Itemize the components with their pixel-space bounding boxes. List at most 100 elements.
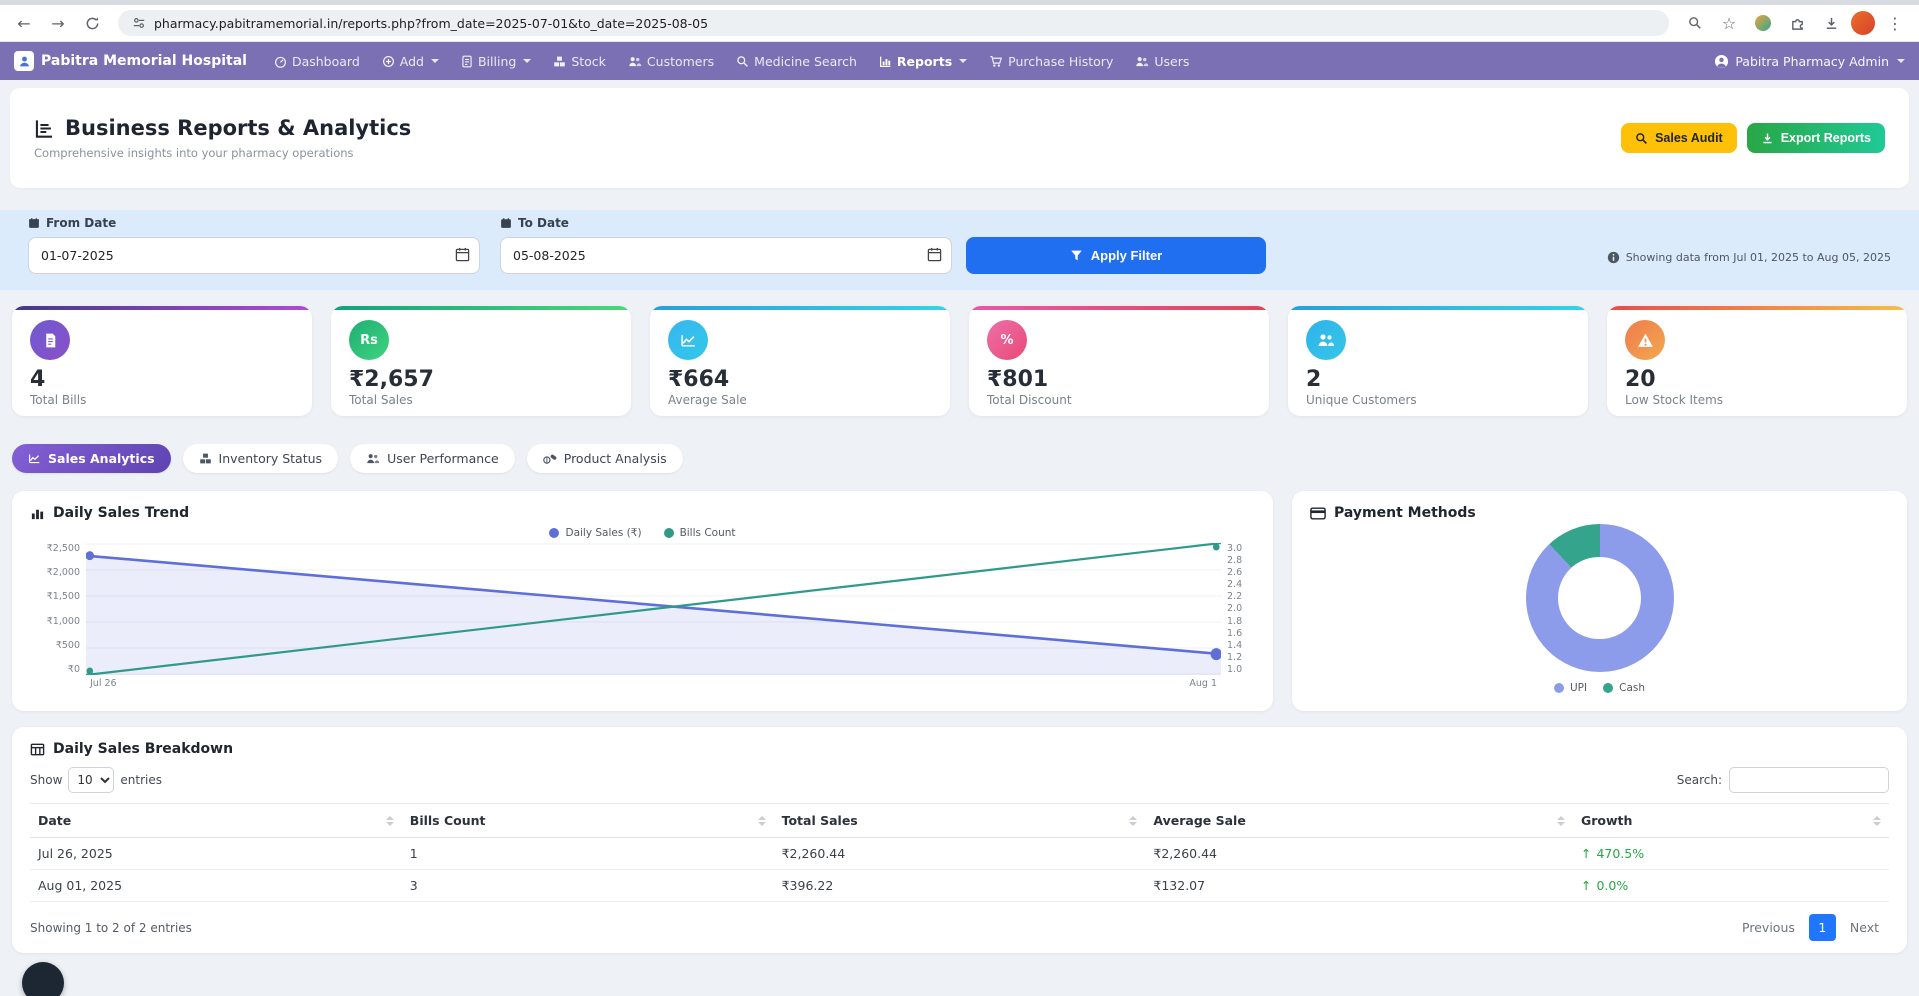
warning-icon	[1625, 320, 1665, 360]
back-button[interactable]: ←	[17, 13, 31, 33]
date-filter-bar: From Date To Date Apply Filter Showing d…	[0, 210, 1919, 290]
stat-total-discount: % ₹801 Total Discount	[969, 306, 1269, 416]
sales-audit-button[interactable]: Sales Audit	[1621, 123, 1737, 153]
brand[interactable]: Pabitra Memorial Hospital	[14, 51, 247, 71]
download-icon	[1763, 133, 1772, 143]
tab-sales-analytics[interactable]: Sales Analytics	[12, 444, 171, 473]
payment-donut-zone: UPI Cash	[1310, 521, 1889, 697]
to-date-field: To Date	[500, 216, 952, 274]
nav-label: Users	[1154, 53, 1190, 69]
col-growth[interactable]: Growth	[1572, 803, 1889, 838]
reload-button[interactable]	[78, 9, 106, 37]
legend-cash[interactable]: Cash	[1603, 682, 1645, 694]
col-average-sale[interactable]: Average Sale	[1145, 803, 1573, 838]
app-navbar: Pabitra Memorial Hospital Dashboard Add …	[0, 42, 1919, 80]
export-reports-button[interactable]: Export Reports	[1746, 123, 1885, 153]
cell-total: ₹2,260.44	[773, 837, 1146, 870]
date-range-info: Showing data from Jul 01, 2025 to Aug 05…	[1607, 251, 1891, 274]
billing-icon	[462, 55, 472, 67]
stat-total-sales: Rs ₹2,657 Total Sales	[331, 306, 631, 416]
sort-icon	[757, 815, 766, 826]
nav-reports[interactable]: Reports	[870, 48, 976, 75]
legend-daily-sales[interactable]: Daily Sales (₹)	[549, 527, 642, 539]
bookmark-star-icon[interactable]: ☆	[1721, 13, 1737, 33]
page-subtitle: Comprehensive insights into your pharmac…	[34, 146, 354, 160]
address-bar[interactable]: pharmacy.pabitramemorial.in/reports.php?…	[118, 10, 1669, 36]
add-icon	[382, 55, 394, 67]
dashboard-icon	[274, 56, 286, 68]
daily-sales-trend-card: Daily Sales Trend Daily Sales (₹) Bills …	[12, 491, 1273, 711]
credit-card-icon	[1310, 506, 1326, 520]
nav-label: Billing	[477, 53, 517, 69]
hospital-logo-icon	[14, 51, 34, 71]
table-title: Daily Sales Breakdown	[53, 741, 234, 757]
forward-button[interactable]: →	[51, 13, 65, 33]
browser-profile-avatar[interactable]	[1851, 11, 1875, 35]
extension-pinned-icon[interactable]	[1749, 9, 1777, 37]
search-area: Search:	[1677, 767, 1889, 793]
tab-product-analysis[interactable]: Product Analysis	[526, 444, 683, 473]
nav-customers[interactable]: Customers	[619, 48, 723, 75]
legend-label: Daily Sales (₹)	[565, 527, 642, 539]
downloads-icon[interactable]	[1817, 9, 1845, 37]
stat-value: 2	[1306, 367, 1322, 392]
export-reports-label: Export Reports	[1780, 131, 1871, 145]
x-axis-labels: Jul 26 Aug 1	[86, 678, 1221, 689]
table-row: Aug 01, 2025 3 ₹396.22 ₹132.07 ↑ 0.0%	[30, 869, 1889, 902]
sales-audit-label: Sales Audit	[1655, 131, 1723, 145]
reports-icon	[879, 56, 891, 67]
zoom-icon[interactable]	[1681, 9, 1709, 37]
nav-users[interactable]: Users	[1126, 48, 1198, 75]
date-picker-icon[interactable]	[927, 247, 942, 262]
table-controls: Show 10 entries Search:	[30, 767, 1889, 793]
page-1-button[interactable]: 1	[1808, 914, 1836, 941]
growth-up-icon: ↑	[1580, 846, 1592, 861]
nav-stock[interactable]: Stock	[544, 48, 615, 75]
tab-label: Inventory Status	[218, 451, 323, 466]
browser-menu-kebab-icon[interactable]: ⋮	[1887, 13, 1903, 33]
legend-upi[interactable]: UPI	[1553, 682, 1587, 694]
stat-value: ₹2,657	[349, 367, 434, 392]
tab-user-performance[interactable]: User Performance	[350, 444, 515, 473]
nav-purchase-history[interactable]: Purchase History	[980, 48, 1122, 75]
search-icon	[737, 55, 749, 67]
col-date[interactable]: Date	[30, 803, 402, 838]
growth-up-icon: ↑	[1580, 878, 1592, 893]
user-menu[interactable]: Pabitra Pharmacy Admin	[1714, 54, 1905, 69]
date-picker-icon[interactable]	[455, 247, 470, 262]
stat-label: Total Bills	[30, 393, 87, 408]
tab-inventory-status[interactable]: Inventory Status	[182, 444, 339, 473]
col-total-sales[interactable]: Total Sales	[773, 803, 1146, 838]
extensions-puzzle-icon[interactable]	[1783, 9, 1811, 37]
page-size-select[interactable]: 10	[68, 767, 115, 793]
calendar-icon	[29, 218, 39, 228]
legend-bills-count[interactable]: Bills Count	[663, 527, 736, 539]
floating-action-button[interactable]	[22, 962, 64, 996]
col-bills-count[interactable]: Bills Count	[401, 803, 774, 838]
nav-medicine-search[interactable]: Medicine Search	[727, 48, 866, 75]
date-range-info-text: Showing data from Jul 01, 2025 to Aug 05…	[1625, 251, 1891, 264]
right-axis-ticks: 3.0 2.8 2.6 2.4 2.2 2.0 1.8 1.6 1.4 1.2 1.0	[1227, 543, 1243, 675]
table-search-input[interactable]	[1729, 767, 1889, 793]
from-date-label-row: From Date	[28, 216, 480, 230]
payment-card-title: Payment Methods	[1334, 505, 1476, 521]
user-name: Pabitra Pharmacy Admin	[1735, 53, 1889, 69]
next-page-button[interactable]: Next	[1840, 915, 1889, 940]
page-header: Business Reports & Analytics Comprehensi…	[10, 88, 1909, 188]
bar-chart-icon	[31, 509, 44, 519]
apply-filter-button[interactable]: Apply Filter	[966, 237, 1266, 274]
nav-label: Dashboard	[291, 53, 360, 69]
stat-label: Total Sales	[349, 393, 413, 408]
payment-card-title-row: Payment Methods	[1310, 505, 1889, 521]
users-icon	[1306, 320, 1346, 360]
table-icon	[30, 743, 45, 755]
cell-growth: ↑ 470.5%	[1580, 846, 1645, 861]
reload-icon	[86, 16, 98, 29]
previous-page-button[interactable]: Previous	[1732, 915, 1805, 940]
nav-billing[interactable]: Billing	[452, 48, 540, 75]
to-date-input[interactable]	[500, 237, 952, 274]
nav-add[interactable]: Add	[373, 48, 448, 75]
nav-dashboard[interactable]: Dashboard	[265, 48, 369, 75]
from-date-input[interactable]	[28, 237, 480, 274]
legend-dot	[1603, 683, 1614, 693]
